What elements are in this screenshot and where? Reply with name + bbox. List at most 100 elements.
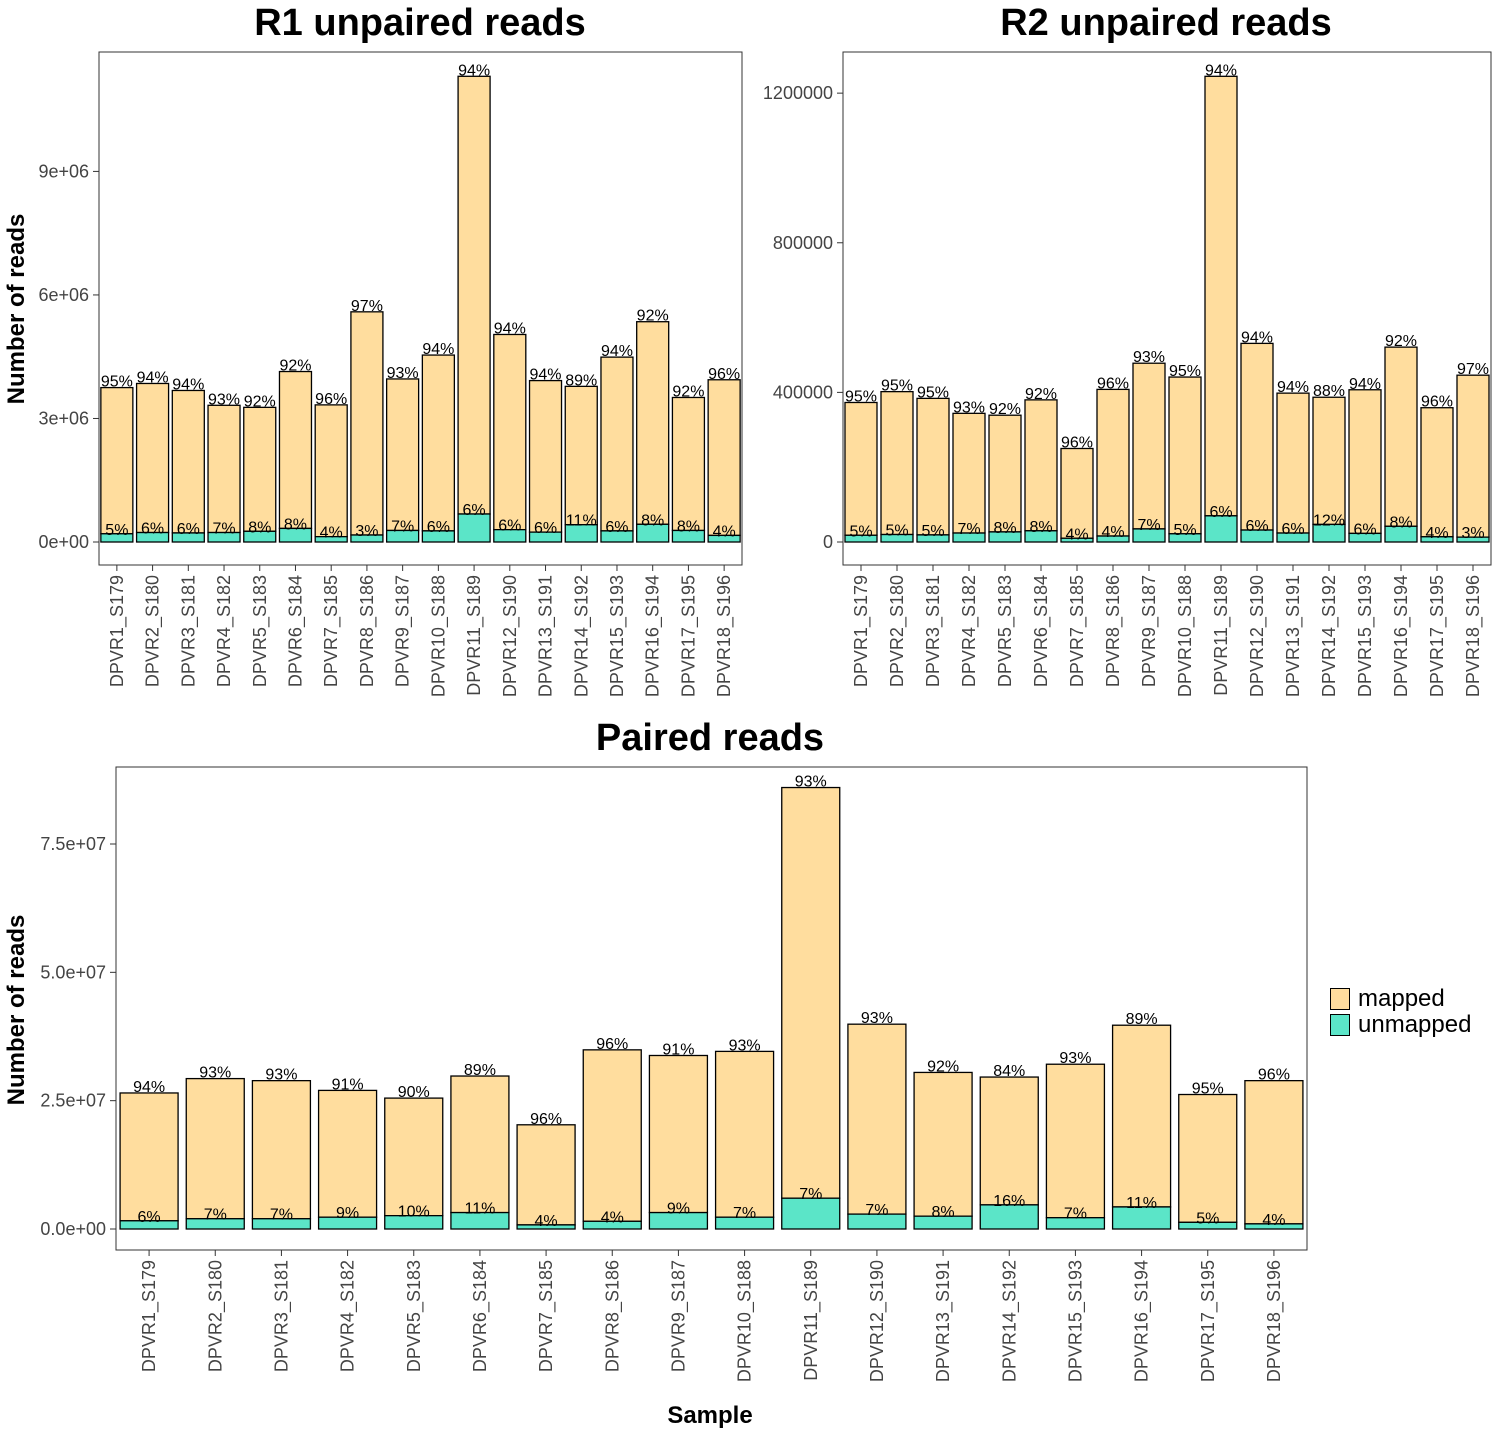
bar-unmapped — [1045, 1217, 1106, 1230]
bar-label-unmapped-pct: 6% — [141, 521, 164, 538]
bar-label-unmapped-pct: 4% — [1101, 524, 1124, 541]
bar-unmapped — [714, 1216, 775, 1230]
bar-mapped — [1060, 447, 1094, 539]
bar-label-unmapped-pct: 5% — [885, 523, 908, 540]
bar-label-mapped-pct: 96% — [1097, 375, 1129, 392]
bar-label-unmapped-pct: 7% — [865, 1202, 888, 1219]
x-tick-label: DPVR6_S184 — [1031, 575, 1052, 687]
x-tick-label: DPVR6_S184 — [470, 1260, 491, 1372]
bar-unmapped — [100, 533, 134, 543]
x-tick-label: DPVR11_S189 — [464, 575, 485, 696]
bar-mapped — [916, 397, 950, 536]
bar-unmapped — [1132, 528, 1166, 543]
bar-label-unmapped-pct: 4% — [1065, 526, 1088, 543]
bar-unmapped — [707, 534, 741, 543]
bar-unmapped — [600, 530, 634, 543]
bar-label-unmapped-pct: 8% — [677, 518, 700, 535]
x-tick-label: DPVR5_S183 — [995, 575, 1016, 687]
bar-mapped — [844, 401, 878, 536]
x-tick-label: DPVR10_S188 — [1175, 575, 1196, 697]
bar-unmapped — [450, 1211, 510, 1230]
bar-unmapped — [243, 530, 277, 543]
bar-unmapped — [493, 528, 527, 543]
bar-label-unmapped-pct: 5% — [1173, 522, 1196, 539]
bar-mapped — [1348, 389, 1382, 535]
bar-mapped — [913, 1071, 973, 1217]
bar-unmapped — [1178, 1221, 1238, 1230]
bar-label-unmapped-pct: 6% — [1281, 521, 1304, 538]
bar-label-unmapped-pct: 9% — [667, 1201, 690, 1218]
x-tick-label: DPVR18_S196 — [714, 575, 735, 697]
bar-label-unmapped-pct: 6% — [463, 502, 486, 519]
bar-mapped — [564, 385, 598, 526]
bar-label-unmapped-pct: 7% — [733, 1205, 756, 1222]
x-tick-label: DPVR14_S192 — [571, 575, 592, 697]
bar-label-unmapped-pct: 3% — [355, 523, 378, 540]
bar-mapped — [714, 1050, 775, 1218]
bar-label-mapped-pct: 94% — [1205, 62, 1237, 79]
x-tick-label: DPVR2_S180 — [143, 575, 164, 687]
bar-label-mapped-pct: 92% — [989, 401, 1021, 418]
legend: mapped unmapped — [1330, 985, 1495, 1038]
bar-label-mapped-pct: 94% — [494, 320, 526, 337]
bar-mapped — [384, 1097, 444, 1217]
bar-unmapped — [278, 527, 313, 543]
bar-unmapped — [781, 1197, 841, 1230]
x-tick-label: DPVR16_S194 — [1132, 1260, 1153, 1382]
bar-unmapped — [1244, 1223, 1304, 1230]
bar-unmapped — [564, 524, 598, 543]
x-tick-label: DPVR13_S191 — [536, 575, 557, 697]
bar-label-mapped-pct: 91% — [332, 1076, 364, 1093]
x-tick-label: DPVR8_S186 — [1103, 575, 1124, 687]
bar-mapped — [979, 1076, 1039, 1206]
bar-mapped — [1456, 374, 1490, 538]
y-tick-label: 0.0e+00 — [40, 1219, 106, 1239]
bar-mapped — [1024, 399, 1058, 532]
bar-unmapped — [421, 530, 456, 543]
bar-label-mapped-pct: 93% — [729, 1037, 761, 1054]
chart-title: R1 unpaired reads — [254, 2, 586, 44]
bar-label-unmapped-pct: 4% — [601, 1209, 624, 1226]
bar-label-unmapped-pct: 6% — [1209, 504, 1232, 521]
bar-label-unmapped-pct: 3% — [1461, 525, 1484, 542]
x-tick-label: DPVR1_S179 — [851, 575, 872, 687]
bar-label-mapped-pct: 89% — [1126, 1011, 1158, 1028]
bar-mapped — [582, 1049, 642, 1222]
bar-label-mapped-pct: 96% — [315, 391, 347, 408]
bar-label-unmapped-pct: 9% — [336, 1205, 359, 1222]
bar-label-unmapped-pct: 6% — [427, 519, 450, 536]
x-tick-label: DPVR1_S179 — [107, 575, 128, 687]
x-tick-label: DPVR9_S187 — [668, 1260, 689, 1372]
bar-label-mapped-pct: 93% — [1133, 349, 1165, 366]
x-tick-label: DPVR4_S182 — [959, 575, 980, 687]
bar-label-mapped-pct: 91% — [662, 1041, 694, 1058]
x-tick-label: DPVR17_S195 — [1427, 575, 1448, 697]
bar-label-mapped-pct: 95% — [1192, 1081, 1224, 1098]
bar-mapped — [1240, 342, 1274, 531]
bar-mapped — [1132, 362, 1166, 530]
bar-label-mapped-pct: 93% — [861, 1010, 893, 1027]
bar-label-mapped-pct: 96% — [1258, 1067, 1290, 1084]
bar-label-unmapped-pct: 6% — [138, 1209, 161, 1226]
bar-label-mapped-pct: 89% — [565, 372, 597, 389]
bar-mapped — [707, 379, 741, 537]
bar-unmapped — [1420, 536, 1454, 543]
bar-label-mapped-pct: 93% — [265, 1067, 297, 1084]
bar-unmapped — [1384, 525, 1418, 543]
bar-label-mapped-pct: 92% — [672, 383, 704, 400]
bar-label-unmapped-pct: 8% — [932, 1204, 955, 1221]
x-tick-label: DPVR2_S180 — [887, 575, 908, 687]
bar-label-unmapped-pct: 8% — [993, 520, 1016, 537]
bar-label-unmapped-pct: 8% — [248, 519, 271, 536]
x-tick-label: DPVR15_S193 — [1355, 575, 1376, 697]
bars-layer: 0.0e+00 2.5e+07 5.0e+07 7.5e+07 94% 6% DPVR1_S… — [40, 774, 1304, 1382]
x-tick-label: DPVR13_S191 — [933, 1260, 954, 1382]
bar-label-unmapped-pct: 7% — [957, 521, 980, 538]
paired-chart: Paired reads Number of reads Sample 0.0e… — [3, 717, 1308, 1429]
bar-label-mapped-pct: 92% — [244, 393, 276, 410]
bar-label-mapped-pct: 92% — [637, 308, 669, 325]
x-tick-label: DPVR17_S195 — [678, 575, 699, 697]
bar-unmapped — [636, 523, 670, 543]
x-tick-label: DPVR17_S195 — [1198, 1260, 1219, 1382]
bar-label-unmapped-pct: 6% — [1353, 521, 1376, 538]
